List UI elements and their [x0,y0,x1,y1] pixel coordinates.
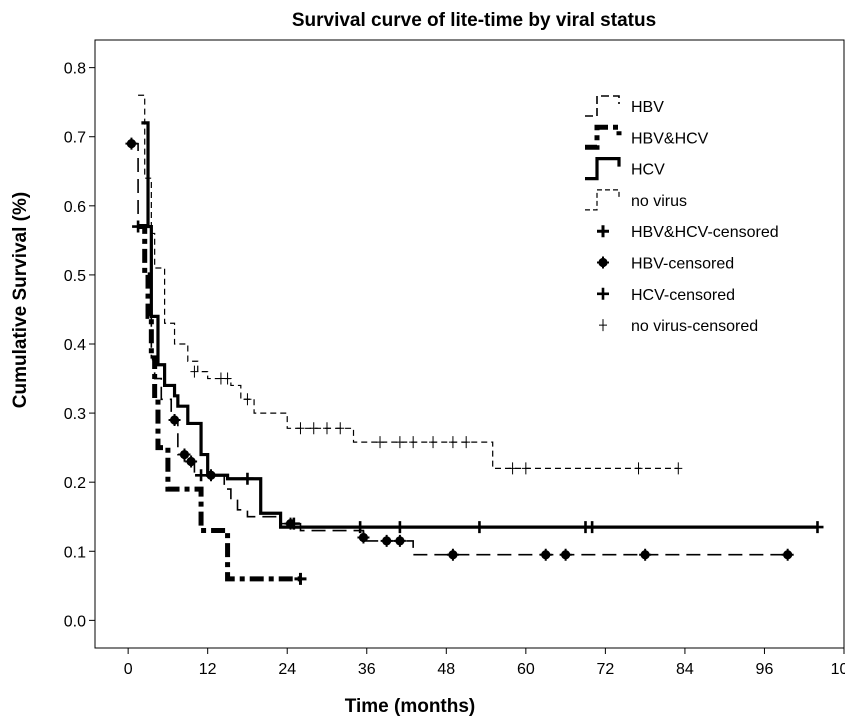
legend-swatch-hbv-censored-cross [597,256,609,269]
series-line-hbv [131,142,788,556]
censor-marker-hcv [241,472,254,485]
y-tick-label: 0.7 [64,130,86,147]
y-tick-label: 0.6 [64,199,86,216]
y-tick-label: 0.4 [64,337,86,354]
series-line-hcv [141,121,818,529]
legend-label-hbv-censored: HBV-censored [631,256,734,273]
legend-label-hbv: HBV [631,99,664,116]
x-axis-label: Time (months) [345,696,476,717]
censor-marker-no-virus [223,372,232,385]
x-tick-label: 84 [676,661,694,678]
y-tick-label: 0.2 [64,475,86,492]
series-line-hbv-hcv [138,224,301,582]
censor-marker-hcv [393,521,406,534]
censor-marker-hbv-cross [178,448,191,461]
censor-marker-no-virus [634,462,643,475]
x-tick-label: 60 [517,661,535,678]
x-tick-label: 108 [831,661,845,678]
censor-marker-no-virus [409,436,418,449]
axes-layer: 0.0 0.1 0.2 0.3 0.4 0.5 0.6 0.7 0.8 0 12 24 36 48 60 72… [64,61,845,678]
censor-marker-hcv [586,521,599,534]
censor-marker-no-virus [296,422,305,435]
legend-swatch-hbv-hcv [585,124,622,150]
series-line-no-virus [138,94,679,469]
censor-marker-hbv-cross [125,137,138,150]
legend-swatch-hbv-hcv-censored [597,225,609,238]
x-tick-label: 72 [596,661,614,678]
censor-marker-no-virus [322,422,331,435]
legend-swatch-hbv [585,95,620,117]
x-tick-label: 36 [358,661,376,678]
censor-marker-hbv-cross [185,455,198,468]
censor-marker-no-virus [429,436,438,449]
chart-title: Survival curve of lite-time by viral sta… [292,10,656,31]
legend: HBV HBV&HCV HCV no virus HBV&HCV-censored HBV… [585,95,779,335]
censor-marker-hbv-cross [639,548,652,561]
censor-marker-no-virus [190,365,199,378]
legend-label-hcv: HCV [631,162,665,179]
legend-swatch-no-virus-censored [599,319,607,332]
y-tick-label: 0.1 [64,544,86,561]
censor-marker-hcv [132,220,145,233]
censor-marker-no-virus [462,436,471,449]
censor-marker-hbv-cross [380,534,393,547]
y-tick-label: 0.0 [64,613,86,630]
censor-marker-no-virus [243,393,252,406]
legend-swatch-hcv-censored [597,287,609,300]
x-tick-label: 96 [756,661,774,678]
legend-label-no-virus-censored: no virus-censored [631,318,758,335]
censor-marker-hbv-hcv [294,572,307,585]
legend-label-hbv-hcv: HBV&HCV [631,130,709,147]
censor-marker-no-virus [309,422,318,435]
legend-label-hbv-hcv-censored: HBV&HCV-censored [631,224,779,241]
censor-marker-hbv-cross [781,548,794,561]
censor-marker-no-virus [395,436,404,449]
censor-marker-hcv [473,521,486,534]
censor-marker-hbv-cross [357,531,370,544]
plot-frame [94,39,845,649]
y-tick-label: 0.3 [64,406,86,423]
x-tick-label: 12 [199,661,217,678]
series-layer [125,94,824,585]
censor-marker-no-virus [674,462,683,475]
censor-marker-hcv [811,521,824,534]
censor-marker-hbv-cross [539,548,552,561]
censor-marker-hbv-cross [168,414,181,426]
y-tick-label: 0.8 [64,61,86,78]
censor-marker-no-virus [376,436,385,449]
x-tick-label: 0 [124,661,133,678]
censor-marker-no-virus [448,436,457,449]
legend-label-hcv-censored: HCV-censored [631,287,735,304]
x-tick-label: 48 [437,661,455,678]
censor-marker-hbv-cross [559,548,572,561]
censor-marker-no-virus [508,462,517,475]
censor-marker-hcv [354,521,367,534]
y-tick-label: 0.5 [64,268,86,285]
legend-swatch-hcv [585,157,621,181]
censor-marker-hbv-cross [393,534,406,547]
censor-marker-no-virus [521,462,530,475]
censor-marker-hcv [195,469,208,482]
censor-marker-no-virus [336,422,345,435]
legend-label-no-virus: no virus [631,193,687,210]
censor-marker-hcv [287,517,300,530]
legend-swatch-no-virus [585,189,620,211]
censor-marker-hbv-cross [446,548,459,561]
y-axis-label: Cumulative Survival (%) [10,192,31,408]
x-tick-label: 24 [278,661,296,678]
